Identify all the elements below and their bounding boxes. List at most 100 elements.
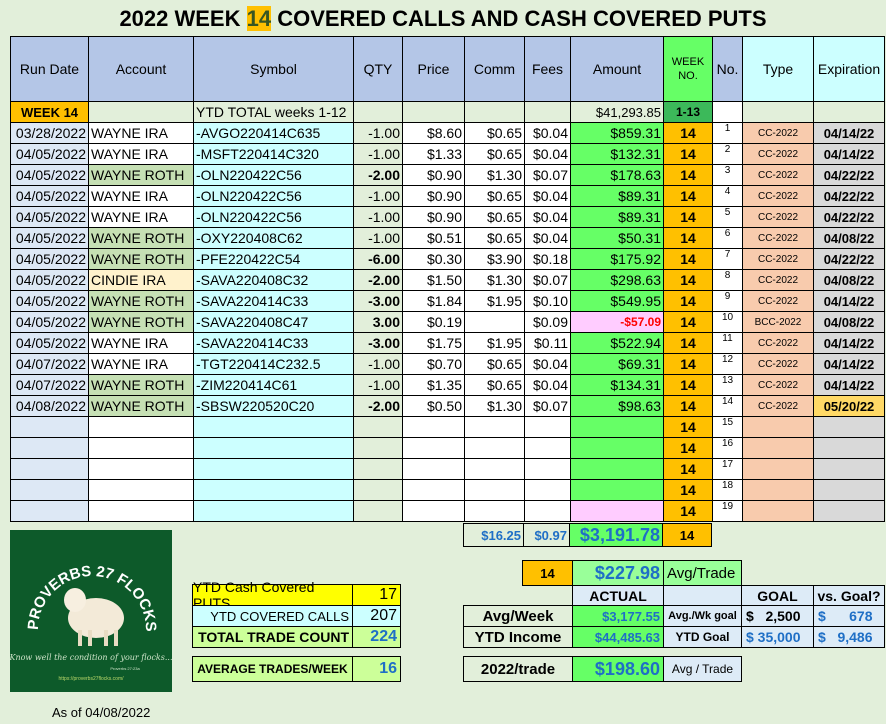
trade-row: 04/05/2022 WAYNE ROTH -PFE220422C54 -6.00 $0…	[10, 248, 885, 270]
cell-amount	[570, 458, 664, 480]
cell-qty	[353, 479, 403, 501]
cell-comm	[464, 500, 525, 522]
svg-text:https://proverbs27flocks.com/: https://proverbs27flocks.com/	[58, 676, 124, 682]
cell-price: $0.30	[402, 248, 465, 270]
avg-wk-goal-value: $ 2,500	[741, 605, 814, 627]
cell-exp: 04/22/22	[813, 185, 885, 207]
cell-amount	[570, 416, 664, 438]
cell-date	[10, 500, 89, 522]
cell-qty: -1.00	[353, 206, 403, 228]
trade-row: 14 15	[10, 416, 885, 438]
cell-account: WAYNE IRA	[88, 332, 194, 354]
cell-fees: $0.10	[524, 290, 571, 312]
trade-row: 04/05/2022 WAYNE ROTH -SAVA220414C33 -3.00 $…	[10, 290, 885, 312]
cell-qty	[353, 437, 403, 459]
ytd-goal-value: $ 35,000	[741, 626, 814, 648]
cell-account	[88, 458, 194, 480]
avg-week-value: $3,177.55	[572, 605, 664, 627]
cell-symbol	[193, 416, 354, 438]
ytd-calls-value: 207	[352, 605, 401, 627]
weeks-range: 1-13	[663, 101, 713, 123]
cell-symbol: -OLN220422C56	[193, 164, 354, 186]
cell-type	[742, 416, 814, 438]
cell-account	[88, 416, 194, 438]
avg-wk-goal-label: Avg./Wk goal	[663, 605, 742, 627]
cell-amount: $50.31	[570, 227, 664, 249]
cell-amount	[570, 479, 664, 501]
cell-amount: $89.31	[570, 206, 664, 228]
cell-week: 14	[663, 290, 713, 312]
cell-week: 14	[663, 164, 713, 186]
cell-price: $0.90	[402, 206, 465, 228]
cell-account: WAYNE IRA	[88, 185, 194, 207]
ytd-goal-label: YTD Goal	[663, 626, 742, 648]
cell-amount: $178.63	[570, 164, 664, 186]
cell-exp: 04/14/22	[813, 374, 885, 396]
cell-fees: $0.11	[524, 332, 571, 354]
cell-exp: 04/14/22	[813, 290, 885, 312]
ytd-vs-goal: $ 9,486	[813, 626, 885, 648]
trade-row: 04/08/2022 WAYNE ROTH -SBSW220520C20 -2.00 $…	[10, 395, 885, 417]
cell-exp	[813, 458, 885, 480]
cell-exp: 04/14/22	[813, 332, 885, 354]
cell-price	[402, 416, 465, 438]
cell-qty: -1.00	[353, 143, 403, 165]
cell-type	[742, 479, 814, 501]
cell-qty	[353, 500, 403, 522]
cell-no: 9	[712, 290, 743, 312]
ytd-puts-value: 17	[352, 584, 401, 606]
cell-symbol: -OXY220408C62	[193, 227, 354, 249]
cell-exp: 04/14/22	[813, 353, 885, 375]
cell-account: WAYNE ROTH	[88, 311, 194, 333]
cell-exp	[813, 500, 885, 522]
sheep-logo-icon: PROVERBS 27 FLOCKS Know well the conditi…	[8, 563, 172, 682]
cell-date: 04/05/2022	[10, 269, 89, 291]
total-trade-label: TOTAL TRADE COUNT	[192, 626, 353, 648]
column-header: Type	[742, 36, 814, 102]
cell-no: 15	[712, 416, 743, 438]
cell-comm	[464, 458, 525, 480]
cell-date	[10, 479, 89, 501]
cell-price: $1.33	[402, 143, 465, 165]
cell-account: WAYNE ROTH	[88, 374, 194, 396]
cell-type: CC-2022	[742, 143, 814, 165]
cell-no: 2	[712, 143, 743, 165]
column-header: QTY	[353, 36, 403, 102]
cell-date	[10, 458, 89, 480]
cell-no: 7	[712, 248, 743, 270]
cell-week: 14	[663, 143, 713, 165]
cell-date: 04/05/2022	[10, 332, 89, 354]
cell-comm: $0.65	[464, 122, 525, 144]
cell-week: 14	[663, 374, 713, 396]
cell-date: 04/05/2022	[10, 248, 89, 270]
cell-type: CC-2022	[742, 374, 814, 396]
cell-comm: $0.65	[464, 143, 525, 165]
cell-symbol: -MSFT220414C320	[193, 143, 354, 165]
cell-fees: $0.04	[524, 206, 571, 228]
cell-week: 14	[663, 353, 713, 375]
cell-type: CC-2022	[742, 248, 814, 270]
cell-symbol: -SBSW220520C20	[193, 395, 354, 417]
cell-no: 8	[712, 269, 743, 291]
ytd-label: YTD TOTAL weeks 1-12	[193, 101, 354, 123]
total-amount: $3,191.78	[569, 523, 663, 547]
trade-row: 04/05/2022 WAYNE ROTH -SAVA220408C47 3.00 $0…	[10, 311, 885, 333]
cell-comm	[464, 311, 525, 333]
cell-fees: $0.18	[524, 248, 571, 270]
cell-symbol: -OLN220422C56	[193, 185, 354, 207]
cell-account: WAYNE ROTH	[88, 395, 194, 417]
cell-exp: 05/20/22	[813, 395, 885, 417]
actual-header: ACTUAL	[572, 585, 664, 606]
avg-trades-label: AVERAGE TRADES/WEEK	[192, 656, 353, 682]
cell-symbol: -ZIM220414C61	[193, 374, 354, 396]
cell-comm: $1.30	[464, 395, 525, 417]
cell-qty: -1.00	[353, 353, 403, 375]
trade-row: 04/07/2022 WAYNE ROTH -ZIM220414C61 -1.00 $1…	[10, 374, 885, 396]
trade-row: 04/05/2022 WAYNE ROTH -OLN220422C56 -2.00 $0…	[10, 164, 885, 186]
per-trade-note: Avg / Trade	[663, 656, 742, 682]
cell-comm	[464, 437, 525, 459]
cell-type: CC-2022	[742, 290, 814, 312]
cell-fees: $0.04	[524, 227, 571, 249]
cell-week: 14	[663, 437, 713, 459]
cell-date: 04/07/2022	[10, 353, 89, 375]
